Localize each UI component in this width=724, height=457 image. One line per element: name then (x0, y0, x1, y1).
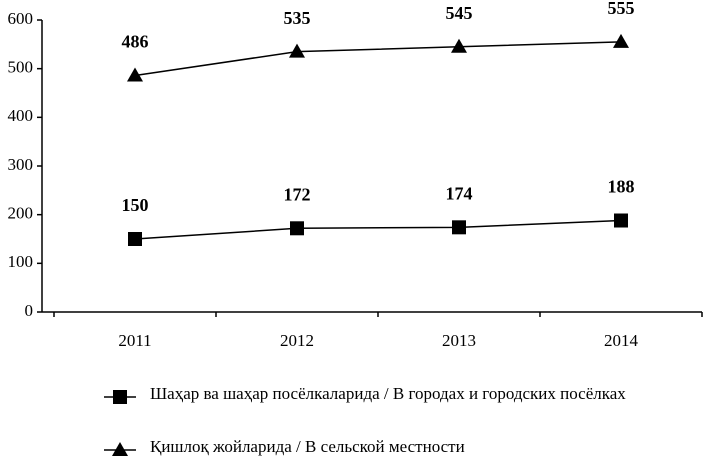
y-tick-label: 0 (25, 301, 34, 320)
x-tick-label: 2014 (604, 331, 639, 350)
series-line (134, 219, 622, 240)
y-tick-label: 600 (8, 9, 34, 28)
marker (290, 221, 304, 236)
data-label: 545 (446, 3, 473, 23)
marker (613, 33, 629, 48)
series-line (134, 41, 622, 77)
data-label: 486 (122, 32, 149, 52)
x-tick-label: 2011 (118, 331, 151, 350)
data-label: 535 (284, 8, 311, 28)
marker (614, 213, 628, 228)
y-tick-label: 100 (8, 252, 34, 271)
marker (452, 220, 466, 235)
data-label: 188 (608, 177, 635, 197)
marker (113, 390, 127, 404)
marker (128, 232, 142, 246)
y-tick-label: 200 (8, 204, 34, 223)
legend-label: Қишлоқ жойларида / В сельской местности (150, 437, 465, 456)
data-label: 174 (446, 183, 473, 203)
data-label: 555 (608, 0, 635, 18)
y-tick-label: 300 (8, 155, 34, 174)
marker (451, 38, 467, 53)
y-tick-label: 400 (8, 106, 34, 125)
legend-label: Шаҳар ва шаҳар посёлкаларида / В городах… (150, 384, 626, 403)
data-label: 150 (122, 195, 149, 215)
marker (112, 442, 128, 456)
x-tick-label: 2013 (442, 331, 476, 350)
y-tick-label: 500 (8, 58, 34, 77)
marker (127, 67, 143, 82)
data-label: 172 (284, 184, 311, 204)
marker (289, 43, 305, 58)
x-tick-label: 2012 (280, 331, 314, 350)
